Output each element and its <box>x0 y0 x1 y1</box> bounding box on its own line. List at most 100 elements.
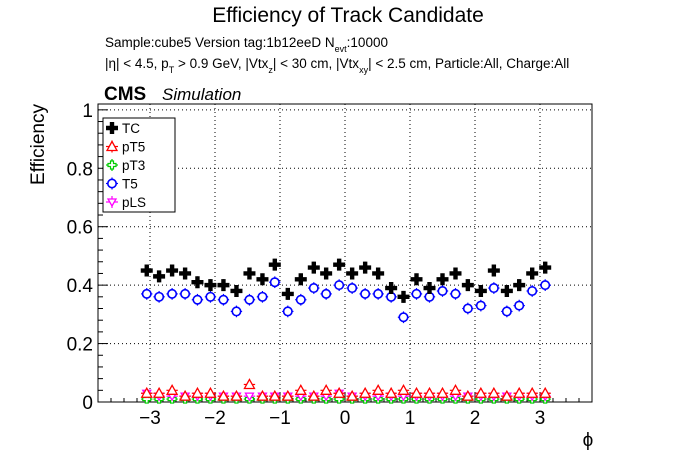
data-point <box>166 264 179 277</box>
data-point <box>347 283 358 294</box>
data-point <box>397 290 410 303</box>
data-point <box>244 392 255 402</box>
data-point <box>257 291 268 302</box>
x-tick-label: 0 <box>340 408 351 429</box>
legend-label: pT3 <box>122 158 145 173</box>
data-point <box>385 282 398 295</box>
data-point <box>268 258 281 271</box>
legend: TC pT5 pT3 T5 pLS <box>102 117 176 213</box>
data-point <box>256 389 269 401</box>
cuts-sub-xy: xy <box>359 65 369 75</box>
data-point <box>294 273 307 286</box>
data-point <box>411 288 422 299</box>
chart-title: Efficiency of Track Candidate <box>212 4 484 27</box>
cuts-sub-t: T <box>169 65 175 75</box>
data-point <box>179 267 192 280</box>
data-point <box>154 291 165 302</box>
data-point <box>436 273 449 286</box>
data-point <box>334 280 345 291</box>
data-point <box>294 383 307 395</box>
data-point <box>423 282 436 295</box>
legend-marker <box>105 140 119 152</box>
data-point <box>461 389 474 401</box>
data-point <box>333 258 346 271</box>
data-point <box>243 378 256 390</box>
sample-info-sub: evt <box>335 44 348 54</box>
legend-label: TC <box>122 121 140 136</box>
cms-label: CMS <box>104 84 146 105</box>
data-point <box>359 261 372 274</box>
data-point <box>281 287 294 300</box>
data-point <box>487 264 500 277</box>
data-point <box>217 389 230 401</box>
grid-lines <box>98 104 592 402</box>
data-point <box>178 389 192 401</box>
data-point <box>165 383 179 395</box>
data-point <box>449 383 462 395</box>
data-point <box>526 386 539 398</box>
legend-marker <box>107 160 117 170</box>
series-pt5 <box>140 378 552 401</box>
data-point <box>487 386 500 398</box>
data-point <box>385 386 398 398</box>
x-tick-label: −3 <box>139 408 161 429</box>
data-point <box>140 386 153 398</box>
data-point <box>268 389 281 401</box>
data-point <box>231 306 242 317</box>
data-point <box>153 270 166 283</box>
data-point <box>180 288 191 299</box>
data-point <box>513 279 526 292</box>
cuts-sub-z: z <box>268 65 273 75</box>
data-point <box>204 279 217 292</box>
data-point <box>539 386 552 398</box>
sample-info: Sample:cube5 Version tag:1b12eeD Nevt:10… <box>105 35 388 54</box>
data-point <box>423 386 436 398</box>
data-point <box>308 283 319 294</box>
data-point <box>204 386 217 398</box>
data-point <box>359 386 372 398</box>
data-series <box>140 258 552 404</box>
data-point <box>191 276 204 289</box>
data-point <box>307 261 320 274</box>
data-point <box>320 267 333 280</box>
legend-label: pT5 <box>122 140 145 155</box>
y-tick-label: 0.4 <box>67 276 94 297</box>
y-tick-label: 0.8 <box>67 159 93 180</box>
data-point <box>230 389 243 401</box>
sample-info-text: Sample:cube5 Version tag:1b12eeD N <box>105 35 335 50</box>
data-point <box>436 386 449 398</box>
data-point <box>488 283 499 294</box>
cuts-eta: |η| < 4.5, p <box>105 56 169 71</box>
data-point <box>295 294 306 305</box>
legend-label: T5 <box>122 177 138 192</box>
y-tick-label: 0.2 <box>67 335 93 356</box>
x-axis-label: ϕ <box>583 430 594 451</box>
data-point <box>462 303 473 314</box>
data-point <box>191 386 204 398</box>
data-point <box>500 389 513 401</box>
data-point <box>167 288 178 299</box>
data-point <box>140 264 153 277</box>
data-point <box>192 294 203 305</box>
data-point <box>141 288 152 299</box>
selection-cuts: |η| < 4.5, pT > 0.9 GeV, |Vtxz| < 30 cm,… <box>105 56 569 75</box>
legend-marker <box>106 198 118 208</box>
data-point <box>539 261 552 274</box>
data-point <box>398 312 409 323</box>
data-point <box>373 288 384 299</box>
y-tick-label: 0.6 <box>67 218 93 239</box>
x-tick-label: 3 <box>535 408 546 429</box>
cuts-rest: | < 2.5 cm, Particle:All, Charge:All <box>368 56 569 71</box>
data-point <box>230 284 243 297</box>
data-point <box>474 284 487 297</box>
data-point <box>500 284 513 297</box>
data-point <box>205 291 216 302</box>
cuts-vtx: | < 30 cm, |Vtx <box>273 56 359 71</box>
y-axis-label: Efficiency <box>28 104 49 185</box>
data-point <box>256 273 269 286</box>
data-point <box>360 288 371 299</box>
legend-label: pLS <box>122 195 146 210</box>
data-point <box>501 306 512 317</box>
data-point <box>527 285 538 296</box>
